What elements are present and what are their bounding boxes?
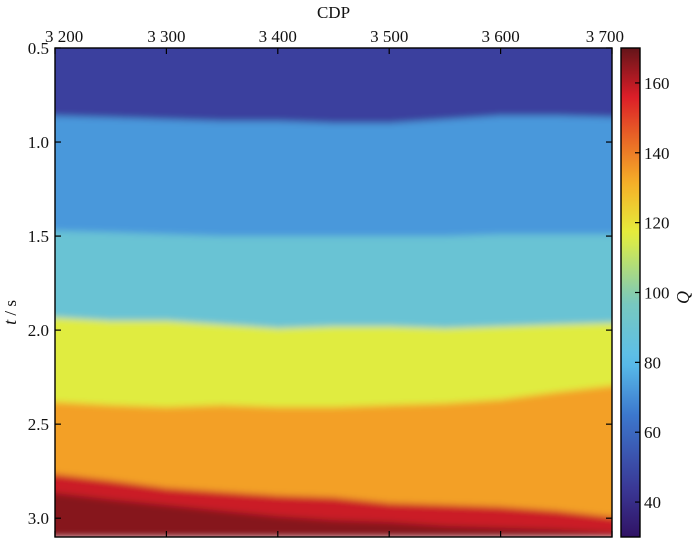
q-layers [55, 48, 612, 537]
y-tick-label: 1.5 [28, 227, 49, 246]
x-tick-label: 3 500 [370, 27, 408, 46]
y-tick-label: 0.5 [28, 39, 49, 58]
colorbar-tick-label: 120 [644, 214, 670, 233]
x-tick-label: 3 200 [45, 27, 83, 46]
y-tick-label: 2.0 [28, 321, 49, 340]
colorbar: 40 60 80 100 120 140 160 Q [620, 47, 693, 538]
colorbar-tick-label: 60 [644, 423, 661, 442]
y-axis-title-unit: / s [1, 300, 20, 320]
y-tick-label: 1.0 [28, 133, 49, 152]
y-tick-label: 2.5 [28, 415, 49, 434]
x-tick-label: 3 300 [147, 27, 185, 46]
x-tick-label: 3 400 [259, 27, 297, 46]
x-axis-title: CDP [317, 3, 350, 22]
x-tick-label: 3 600 [481, 27, 519, 46]
x-tick-label: 3 700 [586, 27, 624, 46]
colorbar-ticks: 40 60 80 100 120 140 160 [635, 74, 670, 512]
colorbar-title: Q [673, 291, 693, 304]
y-axis-title: t / s [0, 300, 20, 325]
colorbar-tick-label: 160 [644, 74, 670, 93]
y-axis-ticks: 0.5 1.0 1.5 2.0 2.5 3.0 [28, 39, 612, 528]
colorbar-tick-label: 40 [644, 493, 661, 512]
colorbar-gradient [621, 48, 640, 537]
heatmap-plot-area [55, 48, 612, 537]
y-tick-label: 3.0 [28, 509, 49, 528]
colorbar-tick-label: 140 [644, 144, 670, 163]
x-axis-ticks: 3 200 3 300 3 400 3 500 3 600 3 700 [45, 27, 624, 537]
colorbar-tick-label: 80 [644, 353, 661, 372]
y-axis-title-variable: t [0, 319, 20, 325]
plot-frame [54, 47, 613, 538]
colorbar-tick-label: 100 [644, 284, 670, 303]
q-layer-1 [55, 48, 612, 124]
